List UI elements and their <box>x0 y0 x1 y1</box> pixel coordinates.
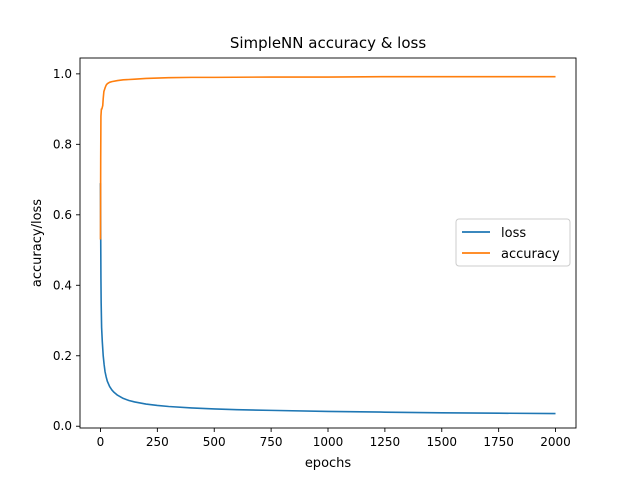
y-tick-label: 0.6 <box>53 208 72 222</box>
y-tick-label: 0.4 <box>53 278 72 292</box>
x-tick-label: 500 <box>203 435 226 449</box>
legend-box <box>455 218 571 267</box>
x-tick-label: 1250 <box>370 435 401 449</box>
x-axis-title: epochs <box>305 456 352 471</box>
x-tick-label: 1750 <box>483 435 514 449</box>
x-tick-label: 1000 <box>313 435 344 449</box>
x-tick-label: 750 <box>260 435 283 449</box>
x-tick-label: 1500 <box>426 435 457 449</box>
y-tick-label: 0.8 <box>53 137 72 151</box>
y-tick-label: 0.2 <box>53 349 72 363</box>
chart-title: SimpleNN accuracy & loss <box>230 34 426 52</box>
x-tick-label: 2000 <box>540 435 571 449</box>
axis-ticks: 0 250 500 750 1000 1250 1500 1750 2000 0.0 0.2 0.4 0… <box>53 67 571 449</box>
legend-label-accuracy: accuracy <box>501 247 560 262</box>
series-line-loss <box>99 183 556 415</box>
plot-area <box>99 75 556 415</box>
y-tick-label: 1.0 <box>53 67 72 81</box>
legend: loss accuracy <box>455 218 571 267</box>
series-line-accuracy <box>99 75 556 240</box>
y-axis-title: accuracy/loss <box>30 199 45 287</box>
x-tick-label: 0 <box>97 435 105 449</box>
legend-label-loss: loss <box>501 226 526 241</box>
x-tick-label: 250 <box>146 435 169 449</box>
y-tick-label: 0.0 <box>53 419 72 433</box>
